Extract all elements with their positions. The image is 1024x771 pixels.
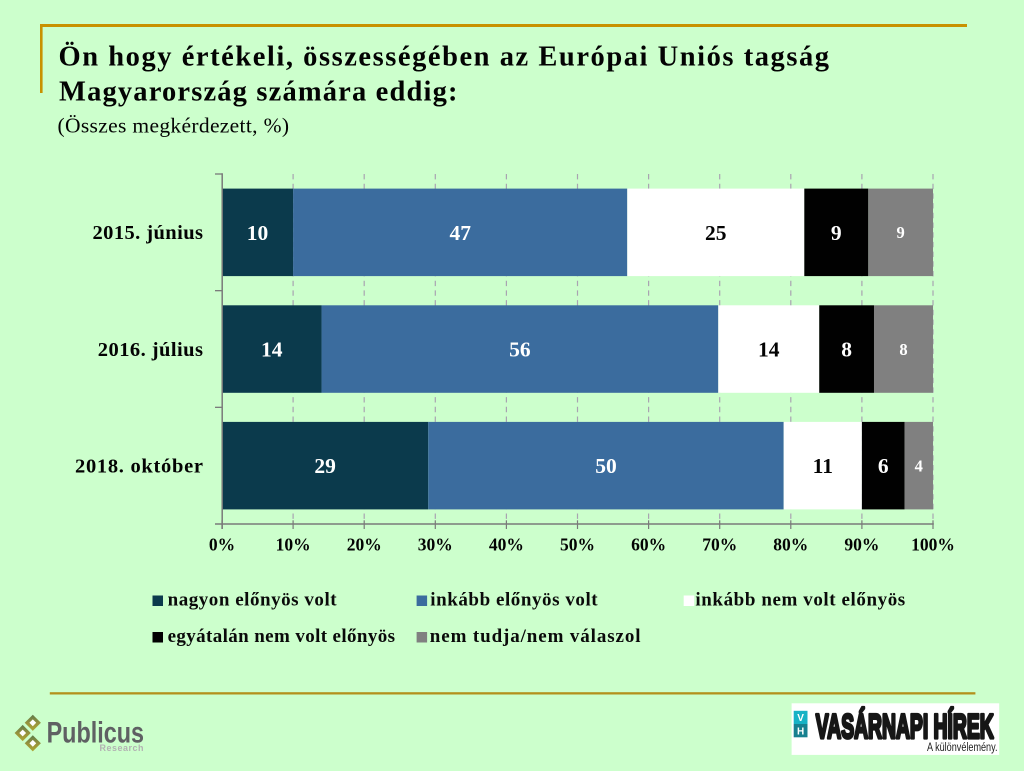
svg-text:70%: 70% <box>702 534 737 554</box>
svg-text:60%: 60% <box>631 534 666 554</box>
svg-text:nagyon előnyös volt: nagyon előnyös volt <box>168 590 338 611</box>
svg-text:29: 29 <box>314 454 336 478</box>
svg-text:14: 14 <box>758 337 780 361</box>
svg-text:10: 10 <box>247 221 269 245</box>
svg-text:2016. július: 2016. július <box>98 339 203 361</box>
svg-text:100%: 100% <box>911 534 955 554</box>
svg-text:10%: 10% <box>276 534 311 554</box>
svg-text:40%: 40% <box>489 534 524 554</box>
svg-text:inkább előnyös volt: inkább előnyös volt <box>430 590 598 611</box>
svg-text:50: 50 <box>595 454 617 478</box>
svg-text:Magyarország számára eddig:: Magyarország számára eddig: <box>59 77 458 108</box>
svg-text:11: 11 <box>813 454 833 478</box>
svg-text:30%: 30% <box>418 534 453 554</box>
svg-text:Ön hogy értékeli, összességébe: Ön hogy értékeli, összességében az Európ… <box>59 41 830 73</box>
svg-text:0%: 0% <box>209 534 235 554</box>
svg-text:8: 8 <box>841 337 852 361</box>
svg-text:50%: 50% <box>560 534 595 554</box>
svg-text:6: 6 <box>878 454 889 478</box>
svg-text:9: 9 <box>831 221 842 245</box>
svg-text:8: 8 <box>899 340 907 359</box>
svg-text:H: H <box>797 727 804 738</box>
svg-text:A különvélemény.: A különvélemény. <box>927 742 998 754</box>
svg-text:2018. október: 2018. október <box>75 456 203 478</box>
svg-text:nem tudja/nem válaszol: nem tudja/nem válaszol <box>430 626 641 647</box>
svg-text:90%: 90% <box>844 534 879 554</box>
svg-text:egyátalán nem volt előnyös: egyátalán nem volt előnyös <box>168 626 395 647</box>
svg-text:4: 4 <box>915 456 923 475</box>
svg-text:47: 47 <box>449 221 471 245</box>
svg-text:2015. június: 2015. június <box>93 222 204 244</box>
svg-text:25: 25 <box>705 221 727 245</box>
svg-text:V: V <box>797 713 804 724</box>
svg-text:Research: Research <box>100 743 145 753</box>
svg-text:14: 14 <box>261 337 283 361</box>
svg-text:9: 9 <box>897 223 905 242</box>
svg-text:inkább nem volt előnyös: inkább nem volt előnyös <box>695 590 905 611</box>
svg-text:VASÁRNAPI HÍREK: VASÁRNAPI HÍREK <box>816 708 994 746</box>
svg-text:Publicus: Publicus <box>47 716 144 749</box>
svg-text:56: 56 <box>509 337 531 361</box>
svg-text:(Összes megkérdezett, %): (Összes megkérdezett, %) <box>58 113 290 137</box>
svg-text:80%: 80% <box>773 534 808 554</box>
svg-text:20%: 20% <box>347 534 382 554</box>
